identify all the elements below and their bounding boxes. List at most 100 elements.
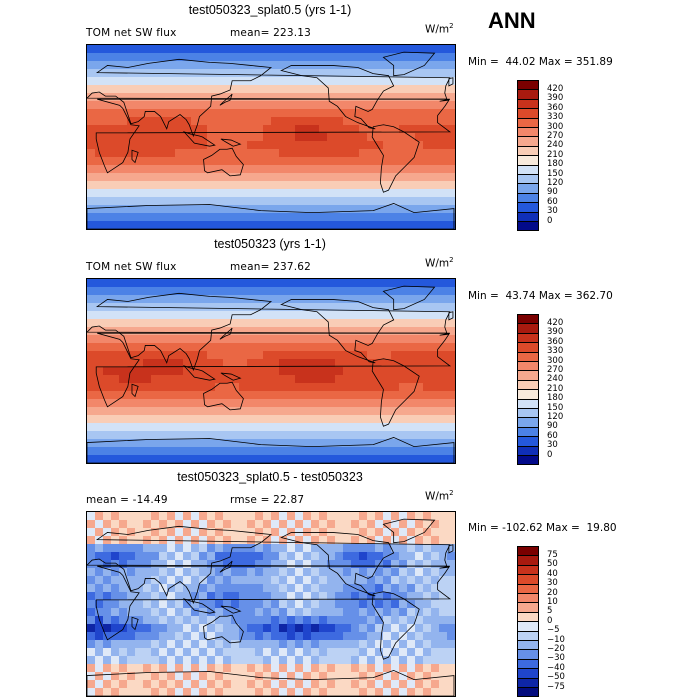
field-cell: [247, 303, 256, 312]
field-cell: [367, 141, 376, 150]
field-cell: [127, 45, 136, 54]
field-cell: [367, 45, 376, 54]
field-cell: [351, 680, 360, 689]
field-cell: [191, 327, 200, 336]
field-cell: [375, 431, 384, 440]
field-cell: [95, 528, 104, 537]
field-cell: [423, 221, 432, 229]
field-cell: [255, 672, 264, 681]
field-cell: [111, 125, 120, 134]
field-cell: [279, 568, 288, 577]
field-cell: [367, 584, 376, 593]
field-cell: [383, 221, 392, 229]
field-cell: [359, 101, 368, 110]
field-cell: [223, 117, 232, 126]
field-cell: [311, 69, 320, 78]
field-cell: [175, 648, 184, 657]
field-cell: [383, 568, 392, 577]
coastline: [95, 98, 452, 174]
field-cell: [263, 53, 272, 62]
field-cell: [391, 85, 400, 94]
field-cell: [127, 624, 136, 633]
field-cell: [183, 375, 192, 384]
field-cell: [383, 69, 392, 78]
field-cell: [175, 117, 184, 126]
field-cell: [159, 656, 168, 665]
field-cell: [95, 327, 104, 336]
field-cell: [359, 648, 368, 657]
field-cell: [95, 688, 104, 696]
field-cell: [159, 327, 168, 336]
field-cell: [95, 664, 104, 673]
field-cell: [199, 383, 208, 392]
field-cell: [183, 528, 192, 537]
field-cell: [127, 109, 136, 118]
field-cell: [199, 351, 208, 360]
field-cell: [375, 61, 384, 70]
coastline: [131, 149, 139, 164]
field-cell: [375, 117, 384, 126]
field-cell: [239, 656, 248, 665]
field-cell: [351, 85, 360, 94]
field-cell: [127, 688, 136, 696]
field-cell: [247, 189, 256, 198]
field-cell: [287, 584, 296, 593]
field-cell: [415, 616, 424, 625]
field-cell: [367, 165, 376, 174]
field-cell: [359, 608, 368, 617]
field-cell: [351, 319, 360, 328]
field-cell: [407, 439, 416, 448]
colorbar-tick-label: 300: [547, 121, 564, 132]
field-cell: [319, 213, 328, 222]
field-cell: [335, 149, 344, 158]
field-cell: [231, 616, 240, 625]
field-cell: [287, 335, 296, 344]
field-cell: [415, 165, 424, 174]
field-cell: [439, 367, 448, 376]
field-cell: [255, 592, 264, 601]
field-cell: [319, 520, 328, 529]
field-cell: [311, 672, 320, 681]
field-cell: [223, 205, 232, 214]
field-cell: [359, 415, 368, 424]
field-cell: [295, 608, 304, 617]
field-cell: [255, 624, 264, 633]
field-cell: [351, 53, 360, 62]
field-cell: [111, 584, 120, 593]
field-cell: [295, 600, 304, 609]
field-cell: [183, 157, 192, 166]
field-cell: [263, 431, 272, 440]
field-cell: [303, 335, 312, 344]
field-cell: [359, 616, 368, 625]
field-cell: [351, 165, 360, 174]
field-cell: [303, 632, 312, 641]
field-cell: [319, 197, 328, 206]
field-cell: [191, 149, 200, 158]
field-cell: [399, 552, 408, 561]
field-cell: [183, 560, 192, 569]
field-cell: [239, 303, 248, 312]
field-cell: [87, 197, 96, 206]
field-cell: [367, 544, 376, 553]
field-cell: [135, 608, 144, 617]
field-cell: [223, 311, 232, 320]
field-cell: [215, 157, 224, 166]
field-cell: [239, 423, 248, 432]
field-cell: [247, 279, 256, 288]
field-cell: [383, 608, 392, 617]
field-cell: [447, 303, 455, 312]
field-cell: [367, 455, 376, 463]
field-cell: [167, 287, 176, 296]
field-cell: [367, 173, 376, 182]
field-cell: [271, 221, 280, 229]
field-cell: [423, 189, 432, 198]
field-cell: [231, 560, 240, 569]
field-cell: [135, 359, 144, 368]
field-cell: [111, 616, 120, 625]
colorbar-tick-label: 30: [547, 578, 558, 589]
field-cell: [311, 205, 320, 214]
field-cell: [199, 279, 208, 288]
field-cell: [191, 157, 200, 166]
field-cell: [103, 77, 112, 86]
field-cell: [95, 624, 104, 633]
